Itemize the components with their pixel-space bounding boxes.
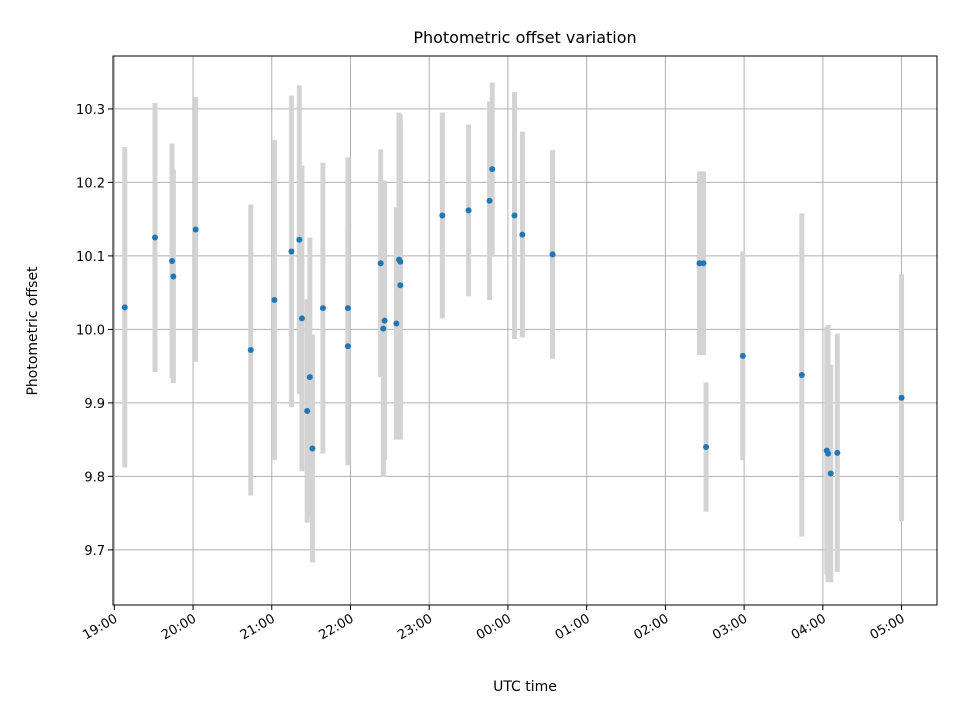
data-point [306, 374, 313, 381]
y-tick-label: 10.0 [76, 323, 105, 338]
x-axis-label: UTC time [493, 679, 557, 695]
y-axis-label: Photometric offset [25, 266, 41, 396]
data-point [170, 273, 177, 280]
data-point [381, 317, 388, 324]
data-point [247, 346, 254, 353]
data-point [271, 297, 278, 303]
data-point [700, 260, 707, 267]
data-point [439, 212, 446, 219]
data-point [703, 443, 710, 450]
data-point [549, 251, 556, 258]
data-point [319, 305, 326, 312]
data-point [192, 226, 199, 233]
data-point [296, 236, 303, 243]
data-point [519, 231, 526, 238]
data-point [344, 305, 351, 312]
data-point [288, 248, 295, 255]
data-point [511, 212, 518, 219]
data-point [151, 234, 158, 241]
y-tick-label: 10.3 [76, 103, 105, 118]
data-point [489, 166, 496, 173]
data-point [304, 407, 311, 414]
data-point [393, 320, 400, 327]
data-point [486, 197, 493, 204]
data-point [397, 258, 404, 265]
data-point [825, 450, 832, 457]
data-point [298, 315, 305, 322]
plot-area-frame [112, 55, 938, 606]
data-point [798, 371, 805, 378]
chart-title: Photometric offset variation [413, 28, 636, 47]
y-tick-label: 9.8 [84, 470, 105, 485]
data-point [397, 282, 404, 289]
y-tick-label: 10.2 [76, 176, 105, 191]
data-point [834, 449, 841, 456]
y-tick-label: 9.7 [84, 544, 105, 559]
y-tick-label: 10.1 [76, 250, 105, 265]
data-point [121, 304, 128, 311]
data-point [309, 445, 316, 452]
data-point [898, 394, 905, 401]
data-point [465, 207, 472, 214]
data-point [377, 260, 384, 267]
data-point [380, 325, 387, 332]
y-tick-label: 9.9 [84, 397, 105, 412]
data-point [827, 470, 834, 477]
data-point [344, 343, 351, 350]
data-point [739, 352, 746, 359]
data-point [169, 258, 176, 265]
data-points [121, 166, 905, 477]
